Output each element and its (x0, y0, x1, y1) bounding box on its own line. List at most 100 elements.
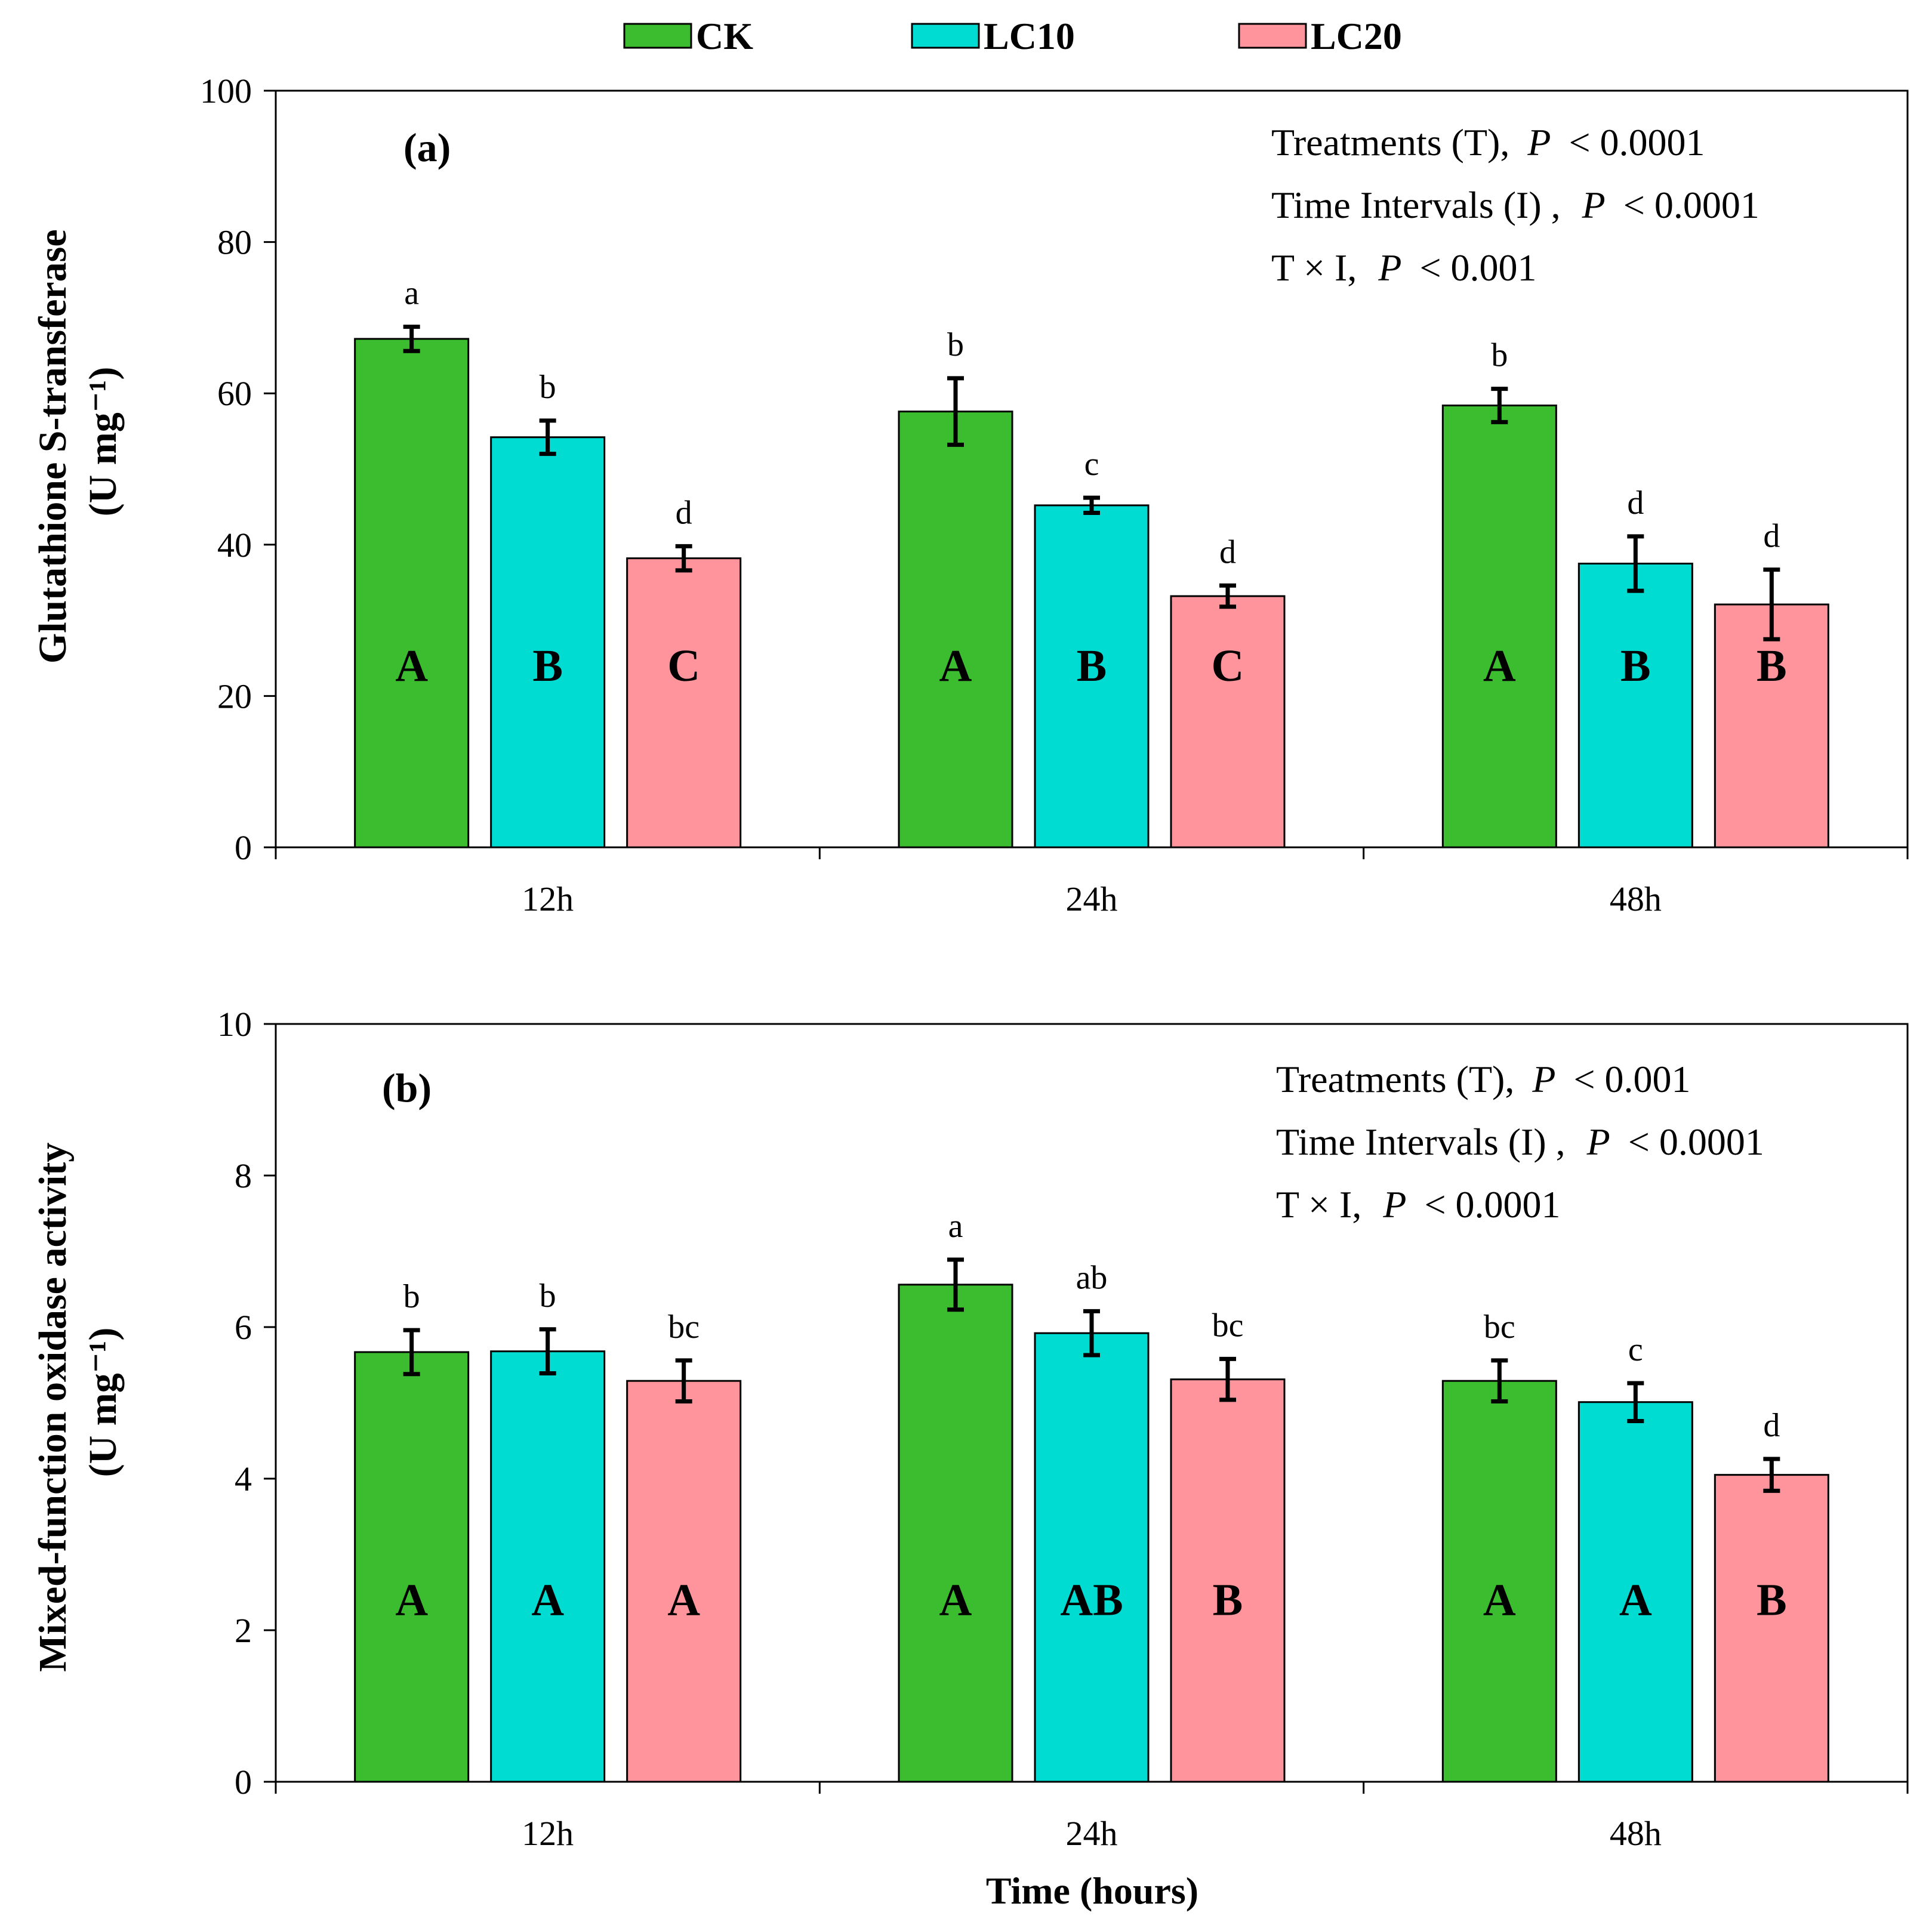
panel-a-label: (a) (403, 125, 451, 170)
panel-a-bar-lc10-48h (1577, 563, 1693, 849)
panel-a-lower-letter: b (540, 369, 556, 406)
panel-b-upper-letter: A (1619, 1575, 1652, 1625)
panel-b-upper-letter: A (939, 1575, 972, 1625)
panel-a-y-tick-label: 40 (217, 526, 252, 564)
panel-a-y-tick-label: 0 (235, 828, 252, 867)
panel-b-frame (275, 1023, 1909, 1783)
panel-a-lower-letter: d (1763, 518, 1780, 555)
panel-a-upper-letter: C (667, 641, 700, 691)
panel-a-x-tick-label: 12h (522, 880, 574, 918)
panel-b-error-bar (1083, 1309, 1100, 1358)
panel-a-stat-time: Time Intervals (I) , P < 0.0001 (1271, 184, 1760, 226)
panel-b-stat-time-p: P (1586, 1121, 1610, 1163)
panel-b-bar-lc10-12h (490, 1350, 606, 1783)
panel-a-error-bar (1083, 495, 1100, 516)
panel-b-lower-letter: bc (668, 1309, 700, 1346)
panel-a-stat-treatments: Treatments (T), P < 0.0001 (1271, 121, 1705, 163)
panel-a-stat-treatments-p: P (1527, 121, 1551, 163)
panel-b-x-tick-label: 12h (522, 1814, 574, 1853)
panel-b-bar-lc20-24h (1170, 1378, 1286, 1783)
axes-a: 0 20 40 60 80 100 12h 24h 48h (200, 72, 1909, 918)
panel-b-y-tick-label: 6 (235, 1308, 252, 1347)
panel-a-bar-lc20-24h (1170, 595, 1286, 849)
panel-a-upper-letter: B (1077, 641, 1107, 691)
panel-b-upper-letter: A (395, 1575, 428, 1625)
bars-b: b Ab Abc Aa Aab AB bc Bbc Ac Ad B (354, 1208, 1829, 1783)
panel-a-error-bar (947, 376, 964, 447)
panel-b-lower-letter: ab (1076, 1259, 1108, 1296)
panel-b-error-bar (403, 1328, 420, 1377)
panel-b-ylabel-line2: (U mg⁻¹) (81, 1328, 125, 1477)
panel-b-y-tick-label: 0 (235, 1763, 252, 1801)
panel-a-stat-treatments-value: < 0.0001 (1569, 121, 1705, 163)
panel-b-x-tick-label: 48h (1610, 1814, 1662, 1853)
panel-a-stat-treatments-label: Treatments (T), (1271, 121, 1509, 163)
panel-b-stat-interaction-value: < 0.0001 (1424, 1183, 1560, 1226)
panel-a-frame (275, 90, 1909, 849)
panel-b-error-bar (947, 1257, 964, 1312)
panel-b-stat-treatments: Treatments (T), P < 0.001 (1276, 1058, 1691, 1100)
panel-b-ylabel: Mixed-function oxidase activity (U mg⁻¹) (31, 1133, 125, 1672)
panel-b-upper-letter: AB (1060, 1575, 1123, 1625)
panel-b-lower-letter: bc (1484, 1309, 1515, 1346)
panel-b-bar-ck-12h (354, 1351, 470, 1783)
panel-a-bar-ck-24h (898, 411, 1013, 849)
panel-b-upper-letter: B (1757, 1575, 1787, 1625)
panel-a-bar-lc10-12h (490, 436, 606, 849)
panel-a-upper-letter: B (1620, 641, 1651, 691)
panel-b-error-bar (1219, 1356, 1236, 1402)
panel-a-error-bar (675, 544, 692, 573)
panel-b-lower-letter: bc (1212, 1307, 1244, 1344)
panel-a-ylabel-line1: Glutathione S-transferase (31, 229, 75, 664)
panel-a-lower-letter: d (1219, 533, 1236, 570)
panel-b-error-bar (539, 1327, 556, 1375)
panel-a-lower-letter: a (404, 275, 419, 312)
panel-b-stats: Treatments (T), P < 0.001 Time Intervals… (1276, 1058, 1764, 1226)
panel-b-error-bar (1491, 1358, 1508, 1403)
panel-a-upper-letter: B (532, 641, 563, 691)
panel-a-lower-letter: d (1627, 485, 1644, 522)
panel-b-bar-lc20-48h (1714, 1474, 1829, 1783)
panel-a-x-tick-label: 24h (1066, 880, 1118, 918)
panel-a-ylabel-line2: (U mg⁻¹) (81, 367, 125, 517)
panel-b-bar-ck-48h (1441, 1380, 1557, 1783)
legend-swatch-lc10 (911, 23, 980, 49)
legend-swatch-lc20 (1238, 23, 1307, 49)
panel-b-lower-letter: b (540, 1278, 556, 1315)
panel-b-y-tick-label: 4 (235, 1460, 252, 1498)
legend-label-lc10: LC10 (984, 15, 1075, 57)
panel-a-error-bar (1491, 387, 1508, 424)
panel-a-bar-lc10-24h (1034, 504, 1150, 849)
legend-label-lc20: LC20 (1311, 15, 1402, 57)
panel-a-stat-time-p: P (1582, 184, 1606, 226)
panel-b-ylabel-line1: Mixed-function oxidase activity (31, 1143, 75, 1672)
panel-a-y-tick-label: 80 (217, 223, 252, 262)
panel-b-lower-letter: c (1628, 1331, 1643, 1368)
panel-a-error-bar (539, 418, 556, 456)
panel-b-bar-lc20-12h (626, 1380, 742, 1783)
panel-a-upper-letter: B (1757, 641, 1787, 691)
panel-b-stat-treatments-value: < 0.001 (1573, 1058, 1690, 1100)
panel-b-error-bar (1627, 1381, 1644, 1423)
legend-swatch-ck (623, 23, 692, 49)
panel-a-lower-letter: b (947, 326, 964, 363)
axes-b: 0 2 4 6 8 10 12h 24h 48h (217, 1005, 1909, 1853)
panel-a-stat-interaction-p: P (1378, 246, 1401, 289)
panel-b-stat-treatments-label: Treatments (T), (1276, 1058, 1514, 1100)
panel-a-lower-letter: d (676, 494, 692, 531)
panel-b-stat-time-label: Time Intervals (I) , (1276, 1121, 1566, 1163)
panel-b-stat-interaction: T × I, P < 0.0001 (1276, 1183, 1561, 1226)
panel-a-upper-letter: A (939, 641, 972, 691)
panel-a-stat-interaction-label: T × I, (1271, 246, 1357, 289)
panel-a-upper-letter: A (1483, 641, 1516, 691)
panel-b-lower-letter: a (948, 1208, 963, 1245)
panel-b-error-bar (675, 1358, 692, 1403)
panel-a-error-bar (1219, 583, 1236, 609)
legend: CK LC10 LC20 (623, 15, 1402, 57)
panel-b-bar-ck-24h (898, 1284, 1013, 1783)
panel-a-stat-time-label: Time Intervals (I) , (1271, 184, 1561, 226)
panel-a-stat-interaction: T × I, P < 0.001 (1271, 246, 1537, 289)
panel-a-ylabel: Glutathione S-transferase (U mg⁻¹) (31, 220, 125, 664)
panel-b-bar-lc10-24h (1034, 1332, 1150, 1783)
